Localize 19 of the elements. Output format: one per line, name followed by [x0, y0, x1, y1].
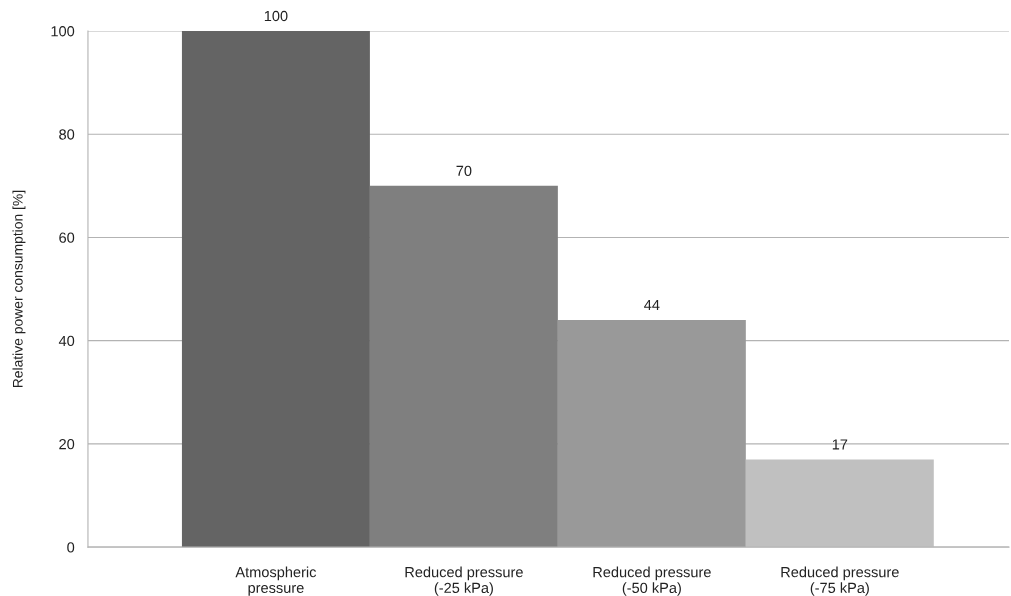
data-label: 17	[832, 439, 848, 450]
x-tick-label: Reduced pressure (-25 kPa)	[405, 566, 523, 596]
x-tick-label: Reduced pressure (-50 kPa)	[593, 566, 711, 596]
bar	[181, 30, 370, 548]
y-tick-label: 60	[59, 232, 75, 243]
bar	[745, 459, 934, 548]
x-tick-label: Atmospheric pressure	[235, 566, 317, 596]
bar	[557, 320, 746, 548]
y-axis-title: Relative power consumption [%]	[12, 190, 26, 388]
data-label: 100	[264, 10, 288, 22]
y-tick-label: 0	[67, 542, 75, 553]
bar	[369, 185, 558, 548]
y-tick-label: 40	[58, 335, 75, 347]
data-label: 70	[456, 165, 472, 177]
y-tick-label: 20	[59, 439, 75, 450]
y-tick-label: 80	[59, 129, 75, 140]
x-tick-label: Reduced pressure (-75 kPa)	[781, 566, 899, 596]
y-tick-label: 100	[51, 26, 75, 37]
data-label: 44	[644, 300, 660, 311]
